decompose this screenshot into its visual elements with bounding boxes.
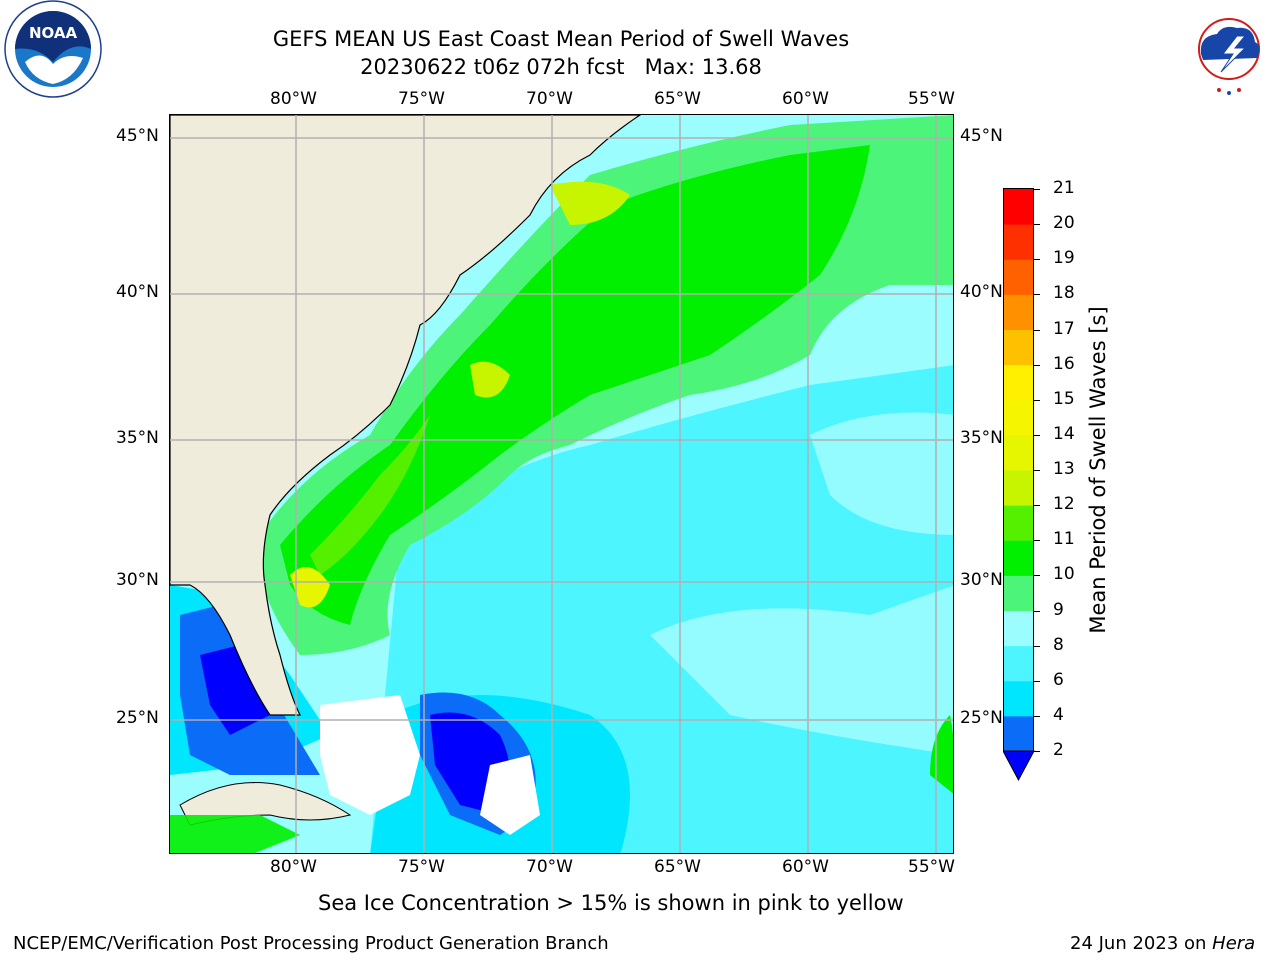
lat-label-right: 45°N [960, 126, 1003, 146]
colorbar-tick-label: 20 [1053, 213, 1075, 234]
lon-label-bottom: 70°W [526, 857, 573, 877]
colorbar-tick-mark [1034, 680, 1040, 682]
swell-period-map [170, 115, 953, 853]
colorbar-level-11-12 [1003, 505, 1034, 541]
colorbar-level-10-11 [1003, 540, 1034, 576]
colorbar-tick-mark [1034, 715, 1040, 717]
lat-label-right: 40°N [960, 282, 1003, 302]
colorbar-level-16-17 [1003, 329, 1034, 366]
colorbar-level-14-15 [1003, 399, 1034, 436]
colorbar-tick-mark [1034, 505, 1040, 507]
colorbar-tick-mark [1034, 434, 1040, 436]
colorbar-tick-label: 9 [1053, 599, 1064, 620]
lat-label-left: 25°N [116, 708, 159, 728]
colorbar-level-18-19 [1003, 259, 1034, 295]
colorbar-tick-mark [1034, 610, 1040, 612]
colorbar-tick-mark [1034, 399, 1040, 401]
date-stamp: 24 Jun 2023 on Hera [1070, 933, 1255, 954]
colorbar-level-6-8 [1003, 645, 1034, 682]
colorbar-tick-mark [1034, 189, 1040, 190]
credit-text: NCEP/EMC/Verification Post Processing Pr… [13, 933, 609, 954]
colorbar-tick-mark [1034, 329, 1040, 331]
lon-label-top: 65°W [654, 89, 701, 109]
lat-label-left: 30°N [116, 570, 159, 590]
colorbar-level-15-16 [1003, 364, 1034, 401]
colorbar-tick-label: 10 [1053, 564, 1075, 585]
colorbar-tick-label: 19 [1053, 248, 1075, 269]
lat-lon-grid [170, 115, 953, 853]
colorbar-tick-label: 6 [1053, 669, 1064, 690]
lat-label-right: 35°N [960, 428, 1003, 448]
colorbar-tick-mark [1034, 259, 1040, 261]
lon-label-bottom: 60°W [782, 857, 829, 877]
noaa-logo-text: NOAA [29, 24, 78, 42]
colorbar-level-12-13 [1003, 470, 1034, 506]
map-title: GEFS MEAN US East Coast Mean Period of S… [272, 27, 850, 51]
lat-label-left: 40°N [116, 282, 159, 302]
colorbar-tick-label: 2 [1053, 740, 1064, 760]
date-text: 24 Jun 2023 on [1070, 933, 1213, 954]
colorbar-level-4-6 [1003, 680, 1034, 717]
colorbar-tick-label: 14 [1053, 423, 1075, 444]
colorbar-level-20-21 [1003, 189, 1034, 225]
colorbar-level-13-14 [1003, 434, 1034, 471]
colorbar-level-9-10 [1003, 575, 1034, 611]
lon-label-bottom: 65°W [654, 857, 701, 877]
noaa-logo: NOAA [4, 0, 102, 98]
lon-label-bottom: 80°W [270, 857, 317, 877]
colorbar-tick-mark [1034, 751, 1040, 752]
lon-label-top: 70°W [526, 89, 573, 109]
lon-label-bottom: 55°W [908, 857, 955, 877]
colorbar-tick-mark [1034, 470, 1040, 471]
colorbar-tick-mark [1034, 645, 1040, 647]
colorbar-tick-label: 11 [1053, 529, 1075, 550]
colorbar-level-2-4 [1003, 715, 1034, 752]
colorbar-tick-mark [1034, 575, 1040, 577]
colorbar-level-19-20 [1003, 224, 1034, 260]
colorbar-tick-mark [1034, 364, 1040, 366]
lon-label-top: 80°W [270, 89, 317, 109]
lon-label-top: 60°W [782, 89, 829, 109]
lat-label-left: 35°N [116, 428, 159, 448]
colorbar-tick-label: 4 [1053, 704, 1064, 725]
host-text: Hera [1212, 933, 1256, 954]
colorbar-tick-label: 13 [1053, 459, 1075, 479]
colorbar-level-8-9 [1003, 610, 1034, 647]
sea-ice-note: Sea Ice Concentration > 15% is shown in … [318, 891, 904, 915]
lon-label-top: 75°W [398, 89, 445, 109]
colorbar-tick-label: 21 [1053, 178, 1075, 198]
colorbar-tick-label: 18 [1053, 283, 1075, 304]
us-land-mass [170, 115, 642, 716]
colorbar-tick-label: 8 [1053, 634, 1064, 655]
colorbar-tick-label: 16 [1053, 353, 1075, 374]
lat-label-left: 45°N [116, 126, 159, 146]
map-subtitle: 20230622 t06z 072h fcst Max: 13.68 [360, 55, 762, 79]
nws-logo [1182, 2, 1276, 96]
colorbar-tick-mark [1034, 540, 1040, 542]
lat-label-right: 25°N [960, 708, 1003, 728]
colorbar-tick-mark [1034, 294, 1040, 296]
colorbar [1003, 188, 1035, 782]
colorbar-title: Mean Period of Swell Waves [s] [1086, 306, 1110, 634]
colorbar-tick-mark [1034, 224, 1040, 226]
colorbar-tick-label: 12 [1053, 494, 1075, 515]
colorbar-tick-label: 17 [1053, 318, 1075, 339]
lon-label-top: 55°W [908, 89, 955, 109]
lon-label-bottom: 75°W [398, 857, 445, 877]
colorbar-level-17-18 [1003, 294, 1034, 330]
colorbar-tick-label: 15 [1053, 388, 1075, 409]
map-panel [169, 114, 954, 854]
lat-label-right: 30°N [960, 570, 1003, 590]
